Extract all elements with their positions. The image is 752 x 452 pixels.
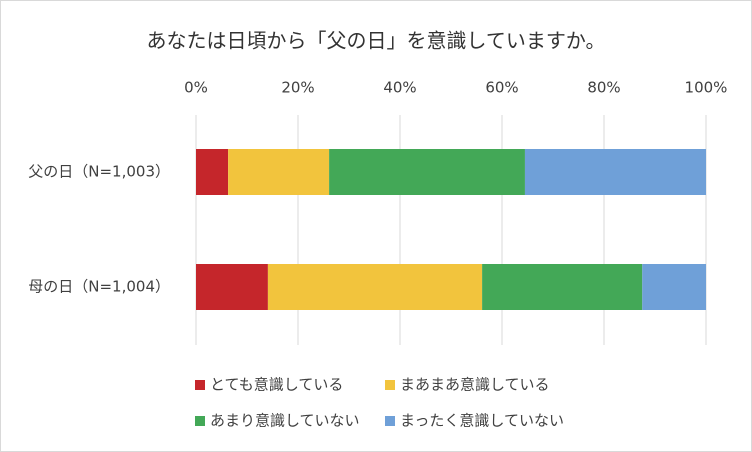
bar-segment xyxy=(642,264,706,310)
legend-swatch xyxy=(385,380,395,390)
x-tick-label: 100% xyxy=(685,79,728,97)
bar-segment xyxy=(196,149,229,195)
bar-segment xyxy=(196,264,268,310)
legend-label: まったく意識していない xyxy=(400,412,564,430)
x-tick-label: 60% xyxy=(485,79,518,97)
bar-segment xyxy=(329,149,525,195)
bar-segment xyxy=(228,149,330,195)
x-tick-label: 40% xyxy=(383,79,416,97)
x-tick-label: 0% xyxy=(184,79,208,97)
category-label: 母の日（N=1,004） xyxy=(28,278,170,296)
bar-segment xyxy=(267,264,483,310)
legend-label: あまり意識していない xyxy=(210,412,360,430)
bar-segment xyxy=(482,264,643,310)
bar-segment xyxy=(524,149,706,195)
legend-swatch xyxy=(195,416,205,426)
chart-title: あなたは日頃から「父の日」を意識していますか。 xyxy=(147,29,606,53)
x-tick-label: 80% xyxy=(587,79,620,97)
x-tick-label: 20% xyxy=(281,79,314,97)
legend-label: とても意識している xyxy=(210,376,343,394)
legend-swatch xyxy=(195,380,205,390)
legend-swatch xyxy=(385,416,395,426)
legend-label: まあまあ意識している xyxy=(400,376,550,394)
category-label: 父の日（N=1,003） xyxy=(28,163,170,181)
